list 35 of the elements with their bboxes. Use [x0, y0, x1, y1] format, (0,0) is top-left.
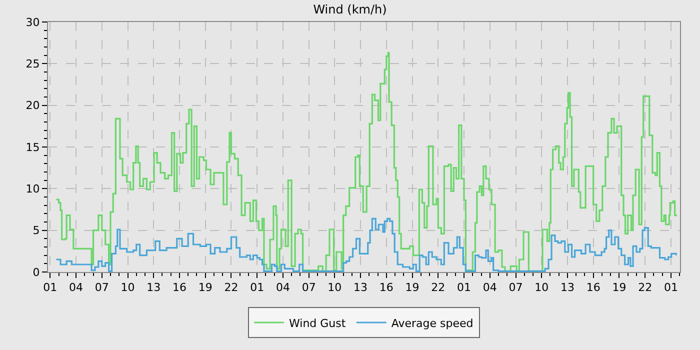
x-tick-label: 22	[224, 281, 238, 294]
y-tick-label: 30	[26, 16, 40, 29]
x-tick-label: 22	[638, 281, 652, 294]
x-tick-label: 16	[586, 281, 600, 294]
x-tick-label: 16	[172, 281, 186, 294]
x-tick-label: 13	[146, 281, 161, 294]
y-tick-label: 10	[26, 182, 40, 196]
x-tick-label: 19	[198, 281, 212, 294]
legend-label: Average speed	[391, 316, 474, 330]
x-tick-label: 01	[250, 281, 264, 294]
x-tick-label: 19	[612, 281, 626, 294]
x-tick-label: 04	[69, 281, 84, 294]
x-tick-label: 07	[508, 281, 523, 294]
x-tick-label: 07	[94, 281, 109, 294]
x-tick-label: 13	[354, 281, 368, 294]
x-tick-label: 19	[405, 281, 420, 294]
x-tick-label: 10	[120, 281, 135, 294]
y-tick-label: 5	[32, 224, 40, 238]
y-tick-label: 25	[26, 58, 40, 71]
x-tick-label: 13	[560, 281, 574, 294]
y-tick-label: 0	[32, 266, 40, 279]
x-tick-label: 04	[482, 281, 497, 294]
x-tick-label: 22	[431, 281, 446, 294]
x-tick-label: 01	[457, 281, 472, 294]
x-tick-label: 04	[276, 281, 290, 294]
x-tick-label: 07	[302, 281, 316, 294]
chart-title: Wind (km/h)	[313, 2, 387, 17]
x-tick-label: 01	[664, 281, 678, 294]
x-tick-label: 10	[534, 281, 549, 294]
y-tick-label: 15	[26, 140, 40, 154]
y-tick-label: 20	[26, 99, 40, 112]
legend-label: Wind Gust	[289, 316, 346, 330]
x-tick-label: 01	[43, 281, 58, 294]
x-tick-label: 10	[328, 281, 342, 294]
x-tick-label: 16	[379, 281, 394, 294]
